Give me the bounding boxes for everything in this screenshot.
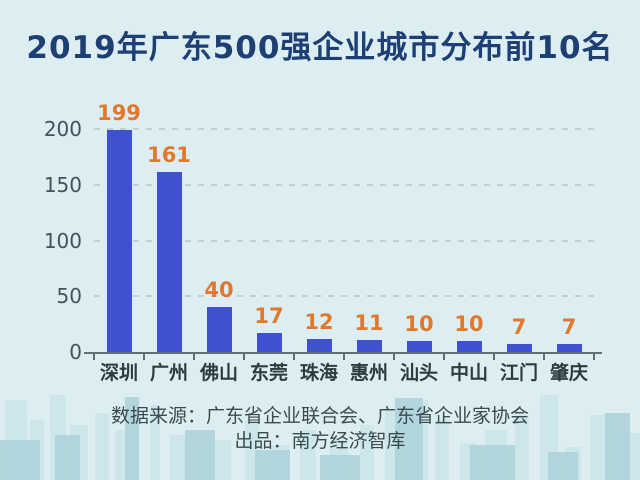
bar-value-label: 7 [511, 315, 527, 340]
bar-深圳 [106, 130, 132, 352]
x-axis-category-label: 江门 [499, 362, 538, 384]
bar-value-label: 10 [404, 311, 434, 336]
bar-佛山 [206, 307, 232, 352]
x-axis-category-label: 东莞 [249, 362, 288, 384]
x-axis-tick [543, 354, 545, 360]
bar-肇庆 [556, 344, 582, 352]
y-axis-tick-label: 100 [43, 228, 82, 253]
y-axis-tick-label: 150 [43, 172, 82, 197]
x-axis-tick [243, 354, 245, 360]
x-axis-category-label: 珠海 [299, 362, 338, 384]
x-axis-tick [343, 354, 345, 360]
bar-东莞 [256, 333, 282, 352]
bar-value-label: 40 [204, 278, 234, 303]
bar-value-label: 10 [454, 311, 484, 336]
bar-value-label: 12 [304, 309, 334, 334]
producer-text: 出品：南方经济智库 [234, 430, 406, 452]
bar-value-label: 161 [147, 143, 191, 168]
data-source-text: 数据来源：广东省企业联合会、广东省企业家协会 [110, 405, 529, 427]
chart-title: 2019年广东500强企业城市分布前10名 [26, 30, 614, 66]
x-axis-category-label: 汕头 [399, 362, 438, 384]
bar-中山 [456, 340, 482, 352]
bar-value-label: 7 [561, 315, 577, 340]
x-axis-category-label: 惠州 [349, 362, 388, 384]
x-axis-tick [443, 354, 445, 360]
x-axis-category-label: 肇庆 [549, 362, 588, 384]
x-axis-tick [593, 354, 595, 360]
bar-value-label: 199 [97, 101, 141, 126]
y-axis-tick-label: 50 [56, 284, 82, 309]
x-axis-tick [393, 354, 395, 360]
y-axis-tick-label: 0 [69, 340, 82, 364]
x-axis-category-label: 深圳 [99, 362, 138, 384]
x-axis-tick [193, 354, 195, 360]
x-axis-category-label: 佛山 [199, 362, 238, 384]
gridline-50 [94, 295, 594, 298]
gridline-100 [94, 239, 594, 242]
bar-value-label: 11 [354, 310, 384, 335]
gridline-150 [94, 183, 594, 186]
city-skyline-background [0, 395, 640, 480]
footer: 数据来源：广东省企业联合会、广东省企业家协会 出品：南方经济智库 [0, 404, 640, 454]
bar-江门 [506, 344, 532, 352]
x-axis-tick [143, 354, 145, 360]
bar-珠海 [306, 338, 332, 352]
x-axis-category-label: 广州 [149, 362, 188, 384]
y-axis-tick-label: 200 [43, 117, 82, 141]
x-axis-tick [93, 354, 95, 360]
x-axis-category-label: 中山 [449, 362, 488, 384]
bar-value-label: 17 [254, 304, 284, 329]
x-axis-tick [493, 354, 495, 360]
gridline-200 [94, 128, 594, 130]
bar-惠州 [356, 339, 382, 352]
bar-广州 [156, 172, 182, 352]
x-axis-line [84, 352, 602, 354]
x-axis-tick [293, 354, 295, 360]
bar-汕头 [406, 340, 432, 352]
